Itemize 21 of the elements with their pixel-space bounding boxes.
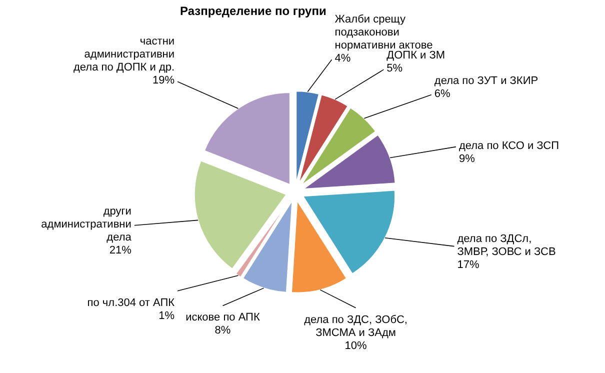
data-label: 17% <box>457 258 480 271</box>
data-label: 19% <box>152 74 175 87</box>
data-label: 4% <box>334 52 351 65</box>
slice-label: дела по ЗДС, ЗОбС, ЗМСМА и ЗАдм <box>304 314 408 339</box>
slice-label: Жалби срещу подзаконови нормативни актове <box>334 14 433 52</box>
data-label: 8% <box>214 324 231 337</box>
slice-label: частни административни дела по ДОПК и др. <box>73 36 175 74</box>
data-label: 10% <box>344 340 367 352</box>
data-label: 21% <box>109 244 132 256</box>
slice-label: ДОПК и ЗМ <box>386 50 446 62</box>
slice-label: други административни дела <box>41 205 132 244</box>
slice-label: дела по КСО и ЗСП <box>458 140 560 152</box>
slice-label: по чл.304 от АПК <box>87 296 176 309</box>
slice-label: искове по АПК <box>186 312 260 324</box>
data-label: 6% <box>434 88 451 100</box>
data-label: 5% <box>386 62 403 75</box>
data-label: 1% <box>158 310 175 322</box>
slice-label: дела по ЗДСл, ЗМВР, ЗОВС и ЗСВ <box>457 232 556 258</box>
slice-label: дела по ЗУТ и ЗКИР <box>434 74 538 87</box>
chart-title: Разпределение по групи <box>180 4 326 18</box>
data-label: 9% <box>458 152 476 165</box>
